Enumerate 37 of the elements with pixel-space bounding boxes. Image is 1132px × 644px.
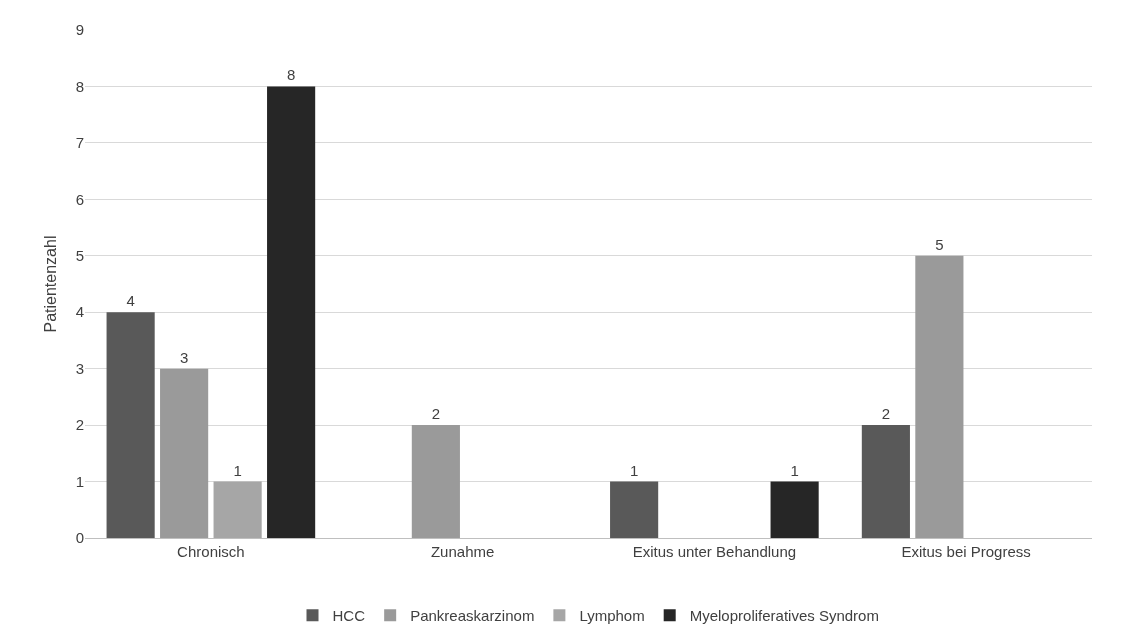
data-label: 4: [126, 292, 135, 310]
y-tick-label: 2: [75, 416, 84, 434]
y-tick-label: 6: [75, 190, 84, 208]
data-label: 8: [286, 66, 296, 84]
y-tick-label: 3: [75, 359, 84, 377]
legend-label: Lymphom: [579, 607, 645, 625]
x-tick-label: Exitus unter Behandlung: [632, 543, 797, 560]
bar: [213, 481, 262, 538]
data-label: 2: [881, 405, 891, 423]
y-tick-label: 7: [75, 134, 84, 152]
y-tick-label: 5: [75, 247, 84, 265]
data-label: 1: [790, 461, 799, 479]
x-tick-label: Exitus bei Progress: [901, 543, 1031, 560]
legend-label: Pankreaskarzinom: [410, 607, 535, 625]
bar: [610, 481, 659, 538]
y-tick-label: 8: [75, 77, 84, 95]
data-label: 1: [233, 461, 242, 479]
bar: [106, 312, 155, 538]
data-label: 3: [179, 348, 189, 366]
bar: [411, 425, 460, 538]
y-tick-label: 0: [75, 529, 84, 547]
y-tick-label: 9: [75, 21, 84, 39]
y-tick-label: 4: [75, 303, 84, 321]
data-label: 1: [629, 461, 639, 479]
bar: [267, 86, 316, 538]
bar: [915, 255, 964, 538]
bar: [861, 425, 910, 538]
y-axis-title: Patientenzahl: [41, 235, 59, 333]
y-tick-label: 1: [75, 472, 84, 490]
bar: [160, 368, 209, 538]
bar: [770, 481, 819, 538]
data-label: 5: [935, 235, 944, 253]
legend-label: HCC: [332, 607, 366, 625]
x-tick-label: Chronisch: [177, 543, 245, 560]
legend-label: Myeloproliferatives Syndrom: [689, 607, 879, 625]
data-label: 2: [431, 405, 441, 423]
x-tick-label: Zunahme: [430, 543, 495, 560]
